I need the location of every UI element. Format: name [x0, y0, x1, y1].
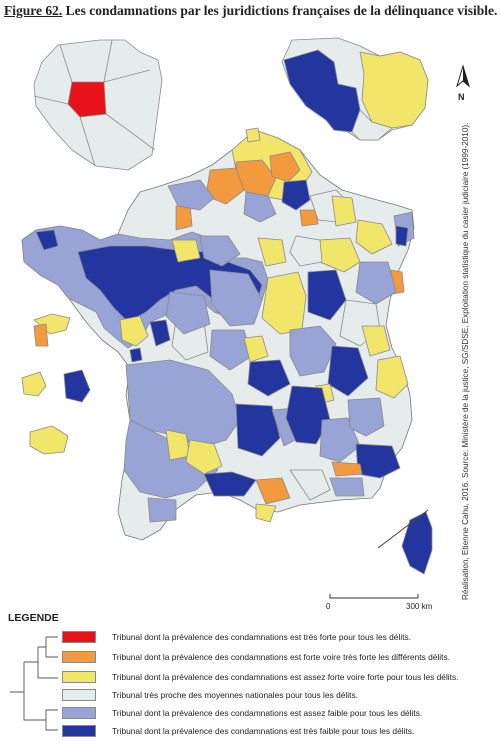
legend-label: Tribunal dont la prévalence des condamna…	[112, 632, 412, 642]
legend-label: Tribunal dont la prévalence des condamna…	[112, 652, 450, 662]
legend-swatch	[62, 671, 96, 683]
scale-bar	[329, 594, 419, 599]
figure-title: Figure 62. Les condamnations par les jur…	[4, 2, 498, 20]
legend-item-fairly-low: Tribunal dont la prévalence des condamna…	[62, 706, 422, 720]
legend-item-very-high: Tribunal dont la prévalence des condamna…	[62, 630, 411, 644]
inset-fairly-high	[359, 51, 429, 129]
paris-inset	[33, 39, 163, 171]
legend-label: Tribunal dont la prévalence des condamna…	[112, 672, 459, 682]
legend-label: Tribunal dont la prévalence des condamna…	[112, 708, 423, 718]
corsica-separator	[377, 509, 429, 549]
legend-title: LEGENDE	[8, 612, 59, 624]
paris-tribunal	[67, 81, 107, 118]
legend-label: Tribunal dont la prévalence des condamna…	[112, 726, 415, 736]
legend-swatch	[62, 707, 96, 719]
scale-zero: 0	[326, 602, 331, 611]
source-credit: Réalisation, Etienne Cahu, 2016. Source:…	[461, 122, 470, 600]
legend-tree	[10, 636, 58, 731]
france-map	[21, 127, 433, 575]
legend-item-very-low: Tribunal dont la prévalence des condamna…	[62, 724, 414, 738]
legend-item-high: Tribunal dont la prévalence des condamna…	[62, 650, 450, 664]
legend-label: Tribunal très proche des moyennes nation…	[112, 690, 358, 700]
scale-distance: 300 km	[406, 602, 433, 611]
north-label: N	[458, 92, 465, 102]
figure-label: Figure 62.	[4, 3, 63, 18]
legend-swatch	[62, 689, 96, 701]
legend-swatch	[62, 651, 96, 663]
idf-inset	[281, 37, 429, 141]
legend-swatch	[62, 631, 96, 643]
legend-item-average: Tribunal très proche des moyennes nation…	[62, 688, 358, 702]
legend-item-fairly-high: Tribunal dont la prévalence des condamna…	[62, 670, 459, 684]
figure-title-text: Les condamnations par les juridictions f…	[65, 3, 498, 18]
north-arrow	[456, 64, 470, 88]
legend-swatch	[62, 725, 96, 737]
